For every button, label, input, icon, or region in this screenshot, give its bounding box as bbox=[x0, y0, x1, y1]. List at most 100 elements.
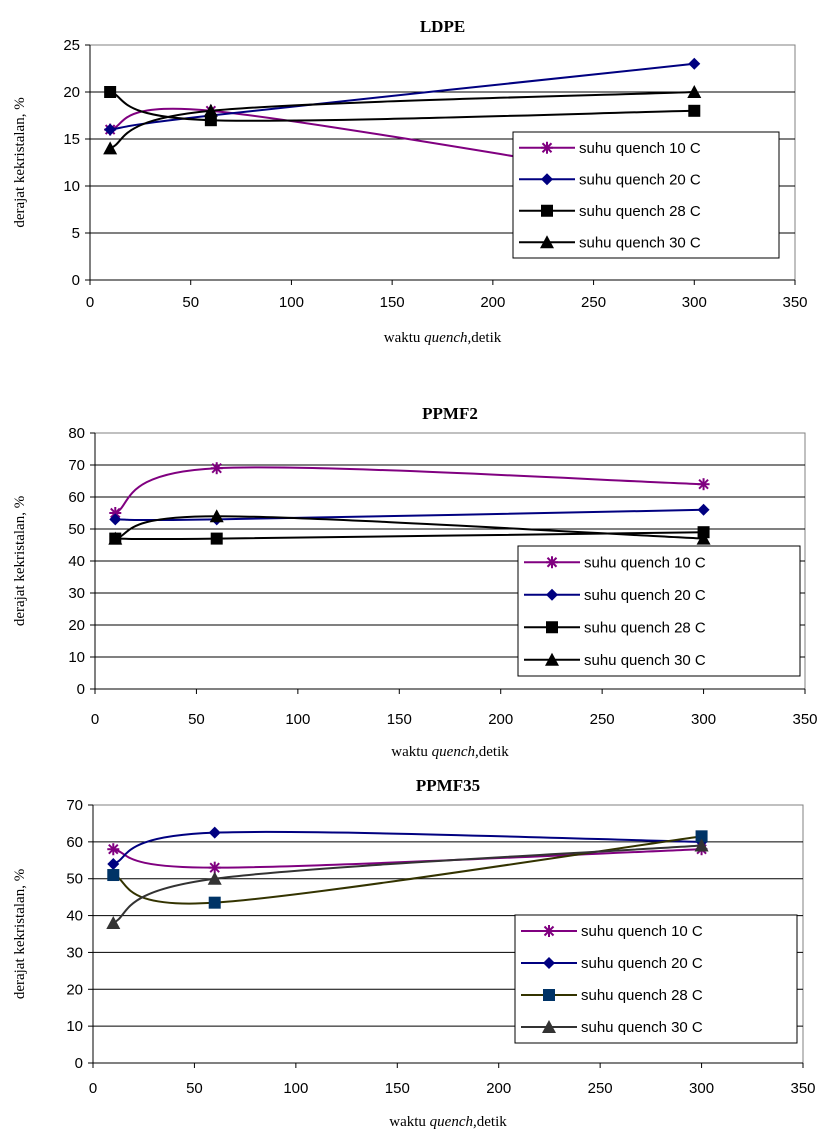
data-point bbox=[687, 85, 702, 98]
legend-label: suhu quench 30 C bbox=[579, 234, 701, 251]
y-tick-label: 25 bbox=[63, 37, 80, 54]
y-tick-label: 10 bbox=[68, 649, 85, 666]
chart-title: PPMF35 bbox=[416, 776, 480, 795]
data-point bbox=[209, 509, 224, 523]
data-point bbox=[109, 507, 122, 519]
series-line bbox=[112, 830, 702, 865]
data-point bbox=[207, 871, 222, 885]
data-point bbox=[208, 896, 221, 909]
legend-label: suhu quench 20 C bbox=[581, 955, 703, 972]
data-point bbox=[695, 830, 708, 843]
data-point bbox=[208, 826, 221, 839]
y-tick-label: 50 bbox=[68, 521, 85, 538]
legend-marker bbox=[541, 204, 553, 217]
y-tick-label: 20 bbox=[63, 84, 80, 101]
y-tick-label: 60 bbox=[66, 834, 83, 851]
y-axis-label: derajat kekristalan, % bbox=[12, 97, 28, 227]
legend-marker bbox=[542, 1020, 556, 1033]
x-tick-label: 50 bbox=[186, 1080, 203, 1097]
data-point bbox=[104, 123, 117, 136]
legend-label: suhu quench 20 C bbox=[584, 587, 706, 604]
x-tick-label: 200 bbox=[480, 294, 505, 311]
legend-label: suhu quench 30 C bbox=[584, 652, 706, 669]
data-point bbox=[108, 531, 123, 545]
y-tick-label: 10 bbox=[63, 178, 80, 195]
legend-marker bbox=[543, 989, 555, 1001]
data-point bbox=[697, 503, 710, 516]
legend-label: suhu quench 10 C bbox=[581, 923, 703, 940]
legend-marker bbox=[540, 235, 554, 249]
y-tick-label: 60 bbox=[68, 489, 85, 506]
legend-marker bbox=[546, 556, 558, 569]
x-tick-label: 100 bbox=[279, 294, 304, 311]
x-tick-label: 200 bbox=[488, 711, 513, 728]
data-point bbox=[694, 838, 709, 852]
data-point bbox=[696, 531, 711, 545]
x-tick-label: 0 bbox=[89, 1080, 97, 1097]
x-tick-label: 250 bbox=[588, 1080, 613, 1097]
x-tick-label: 0 bbox=[91, 711, 99, 728]
legend-label: suhu quench 28 C bbox=[584, 619, 706, 636]
data-point bbox=[688, 57, 701, 70]
x-tick-label: 300 bbox=[689, 1080, 714, 1097]
x-axis-label: waktu quench,detik bbox=[389, 1114, 507, 1130]
chart-title: PPMF2 bbox=[422, 404, 478, 423]
x-tick-label: 200 bbox=[486, 1080, 511, 1097]
y-tick-label: 50 bbox=[66, 871, 83, 888]
y-tick-label: 15 bbox=[63, 131, 80, 148]
legend-marker bbox=[546, 621, 558, 634]
x-tick-label: 300 bbox=[682, 294, 707, 311]
legend-marker bbox=[541, 173, 553, 186]
y-tick-label: 40 bbox=[66, 908, 83, 925]
data-point bbox=[688, 104, 701, 117]
x-tick-label: 150 bbox=[387, 711, 412, 728]
x-axis-label: waktu quench,detik bbox=[391, 744, 509, 760]
x-tick-label: 150 bbox=[380, 294, 405, 311]
legend-box bbox=[517, 545, 801, 677]
legend-label: suhu quench 10 C bbox=[584, 554, 706, 571]
data-point bbox=[106, 915, 121, 929]
y-tick-label: 70 bbox=[68, 457, 85, 474]
data-point bbox=[204, 114, 217, 127]
data-point bbox=[109, 513, 122, 526]
data-point bbox=[208, 861, 221, 874]
y-tick-label: 30 bbox=[66, 944, 83, 961]
x-tick-label: 250 bbox=[581, 294, 606, 311]
x-tick-label: 50 bbox=[188, 711, 205, 728]
data-point bbox=[210, 462, 223, 475]
legend-label: suhu quench 10 C bbox=[579, 140, 701, 157]
x-tick-label: 350 bbox=[790, 1080, 815, 1097]
series-line bbox=[112, 835, 702, 905]
series-line bbox=[114, 466, 704, 514]
chart-title: LDPE bbox=[420, 17, 465, 36]
series-line bbox=[115, 508, 704, 522]
series-line bbox=[115, 515, 704, 540]
x-tick-label: 100 bbox=[283, 1080, 308, 1097]
y-tick-label: 5 bbox=[72, 225, 80, 242]
series-line bbox=[110, 62, 695, 131]
x-tick-label: 50 bbox=[182, 294, 199, 311]
y-tick-label: 70 bbox=[66, 797, 83, 814]
x-tick-label: 350 bbox=[782, 294, 807, 311]
x-tick-label: 0 bbox=[86, 294, 94, 311]
x-tick-label: 250 bbox=[590, 711, 615, 728]
y-tick-label: 0 bbox=[75, 1055, 83, 1072]
series-line bbox=[109, 91, 695, 122]
y-tick-label: 80 bbox=[68, 425, 85, 442]
data-point bbox=[107, 869, 120, 882]
y-tick-label: 10 bbox=[66, 1018, 83, 1035]
x-tick-label: 100 bbox=[285, 711, 310, 728]
legend-marker bbox=[545, 652, 559, 666]
y-tick-label: 20 bbox=[66, 981, 83, 998]
y-axis-label: derajat kekristalan, % bbox=[12, 496, 28, 626]
data-point bbox=[103, 141, 118, 155]
legend-box bbox=[512, 131, 780, 259]
data-point bbox=[210, 532, 223, 545]
x-tick-label: 350 bbox=[792, 711, 817, 728]
legend-label: suhu quench 28 C bbox=[581, 987, 703, 1004]
x-axis-label: waktu quench,detik bbox=[384, 330, 502, 346]
legend-marker bbox=[543, 925, 555, 937]
series-line bbox=[112, 844, 702, 924]
